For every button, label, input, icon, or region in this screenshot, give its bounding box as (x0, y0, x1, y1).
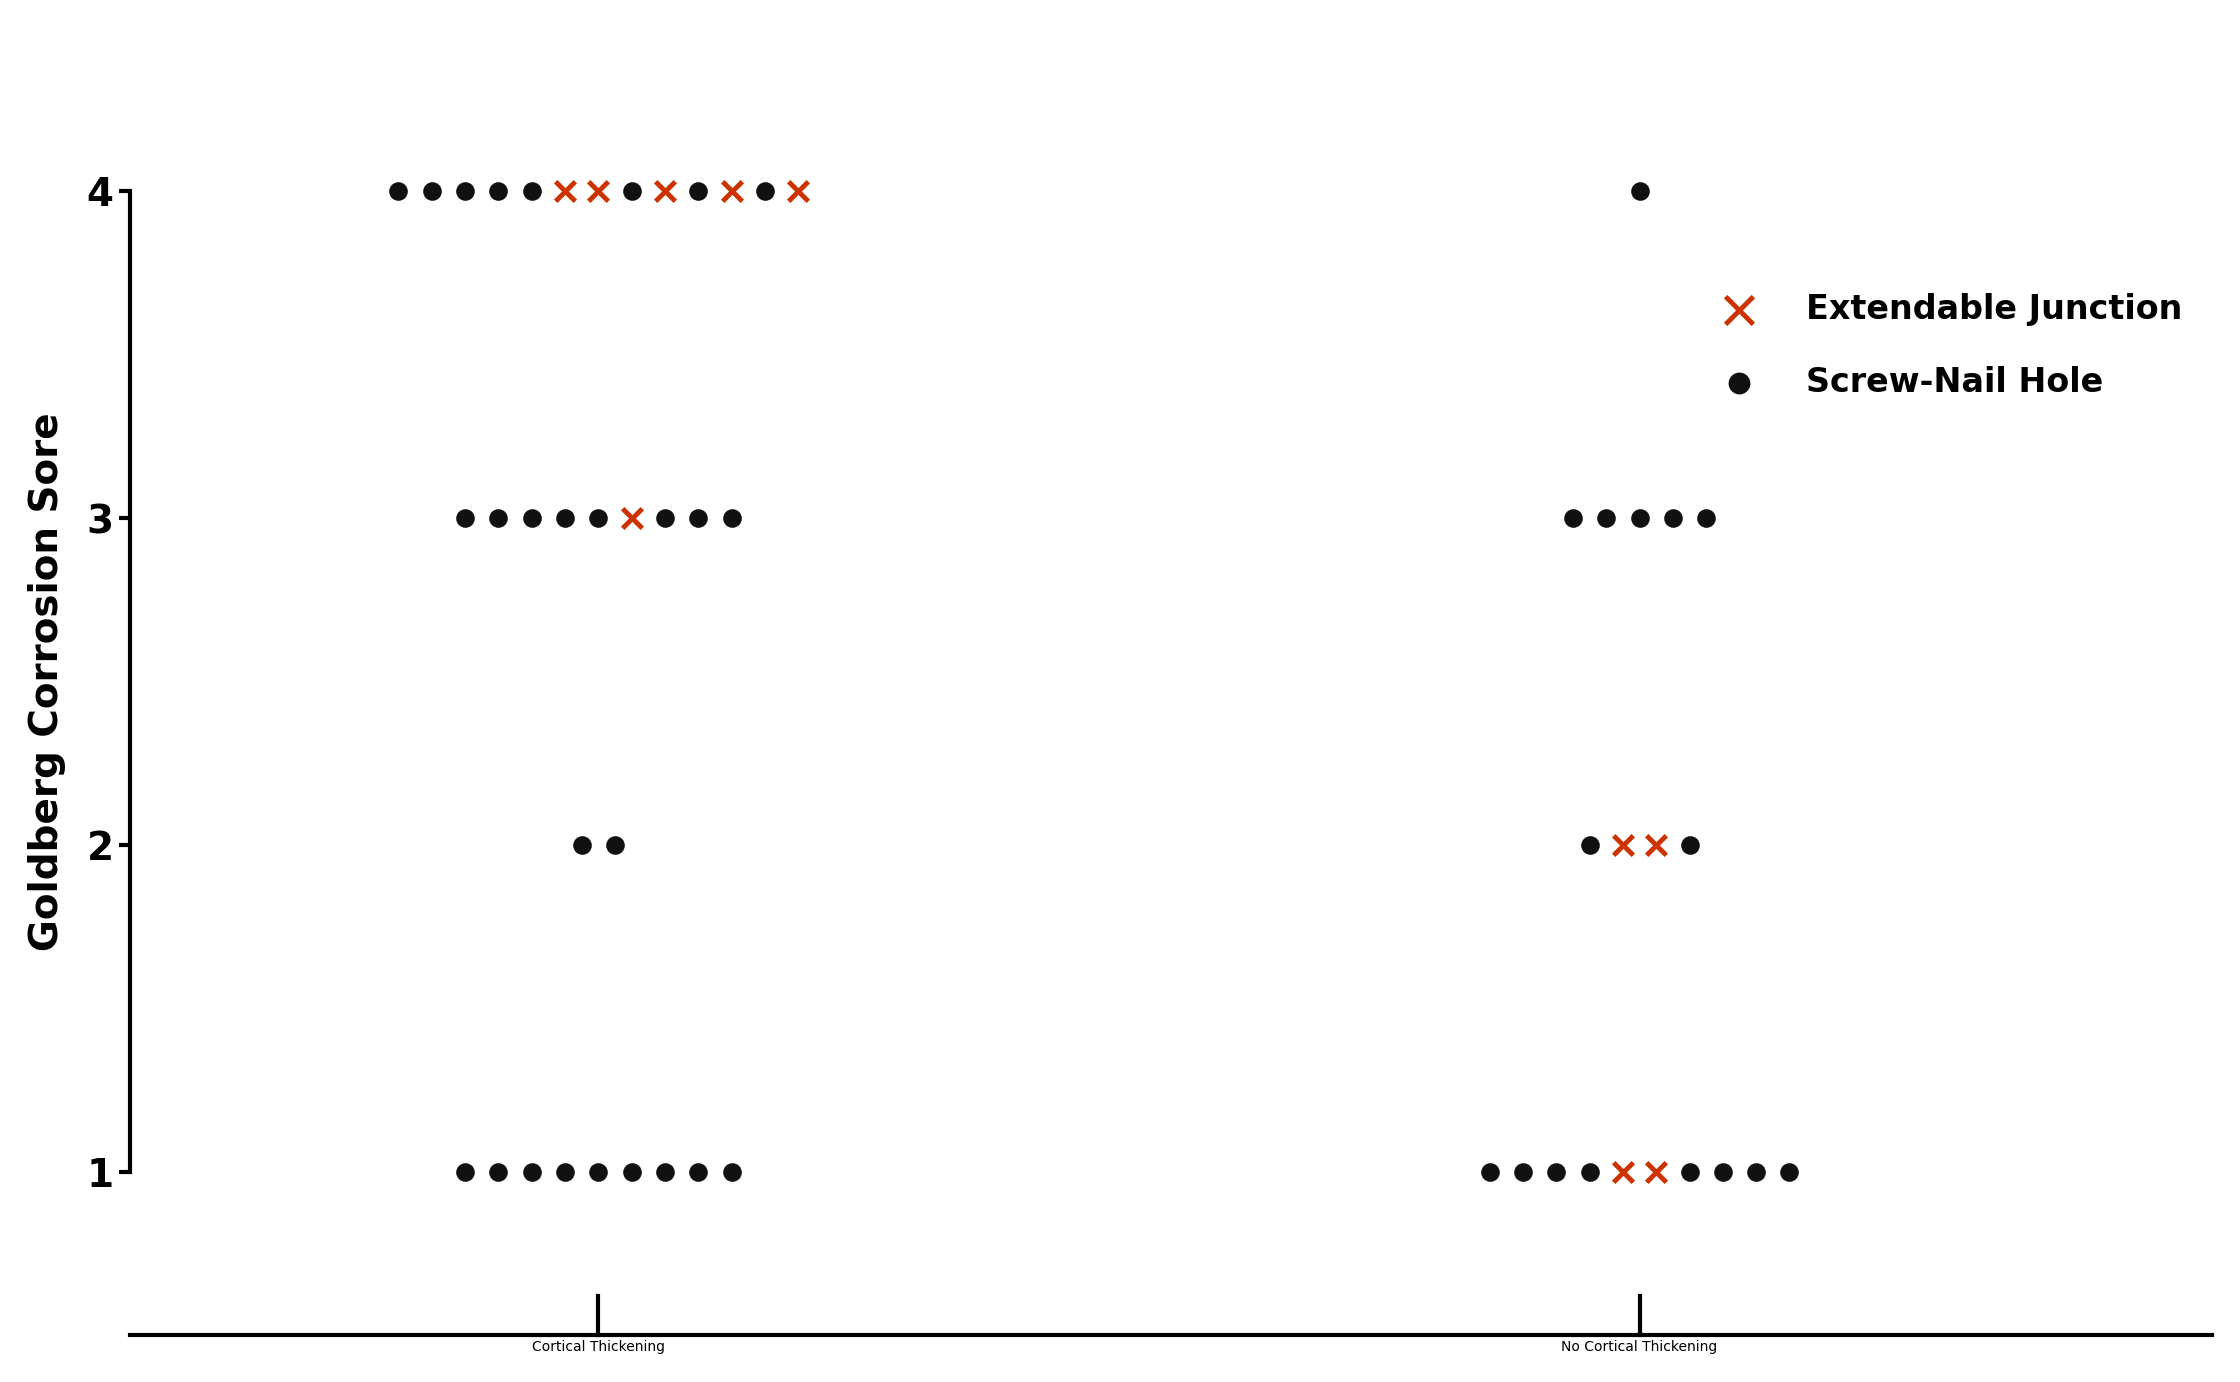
Point (681, 180, 717, 202)
Point (1604, 1161, 1640, 1183)
Point (1572, 1161, 1608, 1183)
Point (414, 180, 450, 202)
Point (1671, 1161, 1707, 1183)
Point (547, 507, 582, 529)
Point (381, 180, 417, 202)
Point (1655, 507, 1691, 529)
Point (780, 180, 815, 202)
Point (1555, 507, 1590, 529)
Point (715, 1161, 750, 1183)
Y-axis label: Goldberg Corrosion Sore: Goldberg Corrosion Sore (27, 412, 65, 951)
Point (715, 180, 750, 202)
Point (681, 507, 717, 529)
Point (564, 833, 600, 855)
Legend: Extendable Junction, Screw-Nail Hole: Extendable Junction, Screw-Nail Hole (1693, 279, 2195, 412)
Point (1671, 833, 1707, 855)
Point (1689, 507, 1725, 529)
Point (681, 1161, 717, 1183)
Point (647, 180, 683, 202)
Point (479, 180, 515, 202)
Point (1637, 1161, 1673, 1183)
Point (580, 507, 616, 529)
Point (647, 1161, 683, 1183)
Point (614, 507, 650, 529)
Point (1572, 833, 1608, 855)
Point (614, 1161, 650, 1183)
Point (598, 833, 634, 855)
Point (1505, 1161, 1541, 1183)
Point (1705, 1161, 1740, 1183)
Point (479, 507, 515, 529)
Point (580, 1161, 616, 1183)
Point (746, 180, 782, 202)
Point (479, 1161, 515, 1183)
Point (614, 180, 650, 202)
Point (1472, 1161, 1508, 1183)
Point (647, 507, 683, 529)
Point (1588, 507, 1624, 529)
Point (513, 507, 549, 529)
Point (513, 180, 549, 202)
Point (1738, 1161, 1774, 1183)
Point (448, 180, 484, 202)
Point (513, 1161, 549, 1183)
Point (448, 507, 484, 529)
Point (1604, 833, 1640, 855)
Point (1539, 1161, 1575, 1183)
Point (547, 180, 582, 202)
Point (547, 1161, 582, 1183)
Point (1622, 180, 1658, 202)
Point (448, 1161, 484, 1183)
Point (715, 507, 750, 529)
Point (580, 180, 616, 202)
Point (1622, 507, 1658, 529)
Point (1637, 833, 1673, 855)
Point (1772, 1161, 1808, 1183)
